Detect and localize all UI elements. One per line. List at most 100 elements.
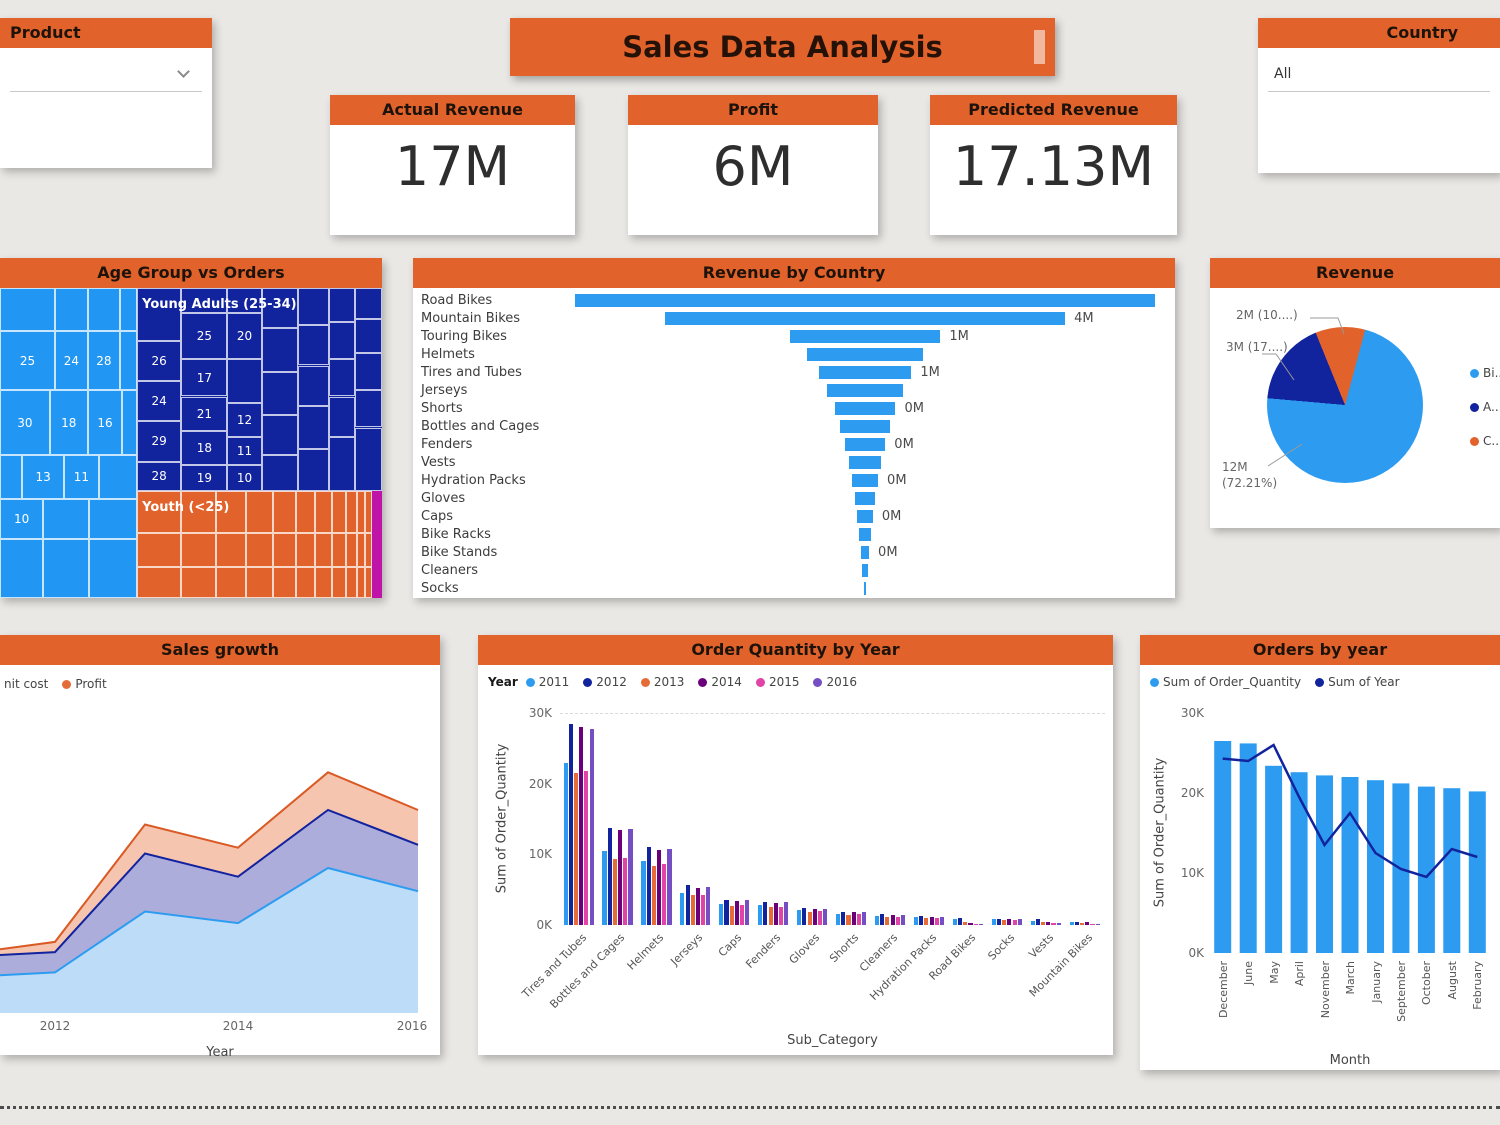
treemap-cell[interactable] xyxy=(328,436,356,492)
treemap-cell[interactable] xyxy=(87,288,120,332)
bar-2013[interactable] xyxy=(885,916,890,925)
bar-January[interactable] xyxy=(1367,780,1384,953)
bar-2014[interactable] xyxy=(657,850,662,925)
treemap-cell[interactable]: 21 xyxy=(181,396,228,431)
treemap-cell[interactable] xyxy=(55,288,88,332)
treemap-cell[interactable] xyxy=(227,288,262,313)
legend-item[interactable]: 2016 xyxy=(813,675,857,689)
funnel-bar[interactable] xyxy=(840,420,890,433)
bar-2011[interactable] xyxy=(797,910,802,925)
legend-item[interactable]: nit cost xyxy=(4,677,48,691)
bar-2014[interactable] xyxy=(851,912,856,925)
treemap-cell[interactable] xyxy=(332,567,346,598)
treemap-cell[interactable] xyxy=(328,288,356,323)
bar-2012[interactable] xyxy=(685,885,690,925)
funnel-bar[interactable] xyxy=(859,528,871,541)
legend-item[interactable]: 2013 xyxy=(640,675,684,689)
treemap-cell[interactable] xyxy=(357,532,365,567)
treemap-cell[interactable] xyxy=(261,371,298,416)
treemap-cell[interactable]: 10 xyxy=(0,498,44,540)
bar-2016[interactable] xyxy=(1095,923,1100,925)
treemap-cell[interactable] xyxy=(355,288,382,319)
treemap-cell[interactable] xyxy=(315,532,333,567)
bar-2012[interactable] xyxy=(763,901,768,925)
bar-2016[interactable] xyxy=(900,915,906,925)
treemap-cell[interactable] xyxy=(315,567,333,598)
treemap-group-adults[interactable] xyxy=(0,288,137,598)
bar-2016[interactable] xyxy=(667,848,672,925)
treemap-cell[interactable] xyxy=(181,532,216,567)
bar-April[interactable] xyxy=(1290,772,1308,953)
bar-2012[interactable] xyxy=(646,847,651,925)
treemap-cell[interactable] xyxy=(246,567,274,598)
legend-item[interactable]: C... xyxy=(1470,434,1500,448)
bar-2015[interactable] xyxy=(1090,923,1095,925)
bar-2013[interactable] xyxy=(1002,920,1007,925)
treemap-cell[interactable] xyxy=(43,539,89,598)
treemap-cell[interactable] xyxy=(89,498,137,540)
treemap-cell[interactable] xyxy=(215,491,247,533)
bar-2012[interactable] xyxy=(880,914,885,925)
treemap-cell[interactable] xyxy=(364,532,373,567)
legend-item[interactable]: Bi... xyxy=(1470,366,1500,380)
bar-2011[interactable] xyxy=(1069,922,1074,925)
treemap-cell[interactable]: 10 xyxy=(227,464,262,492)
bar-2015[interactable] xyxy=(1051,922,1056,925)
funnel-bar[interactable] xyxy=(575,294,1155,307)
bar-2012[interactable] xyxy=(996,918,1002,925)
bar-2014[interactable] xyxy=(812,908,817,925)
legend-item[interactable]: 2015 xyxy=(755,675,799,689)
legend-item[interactable]: 2011 xyxy=(525,675,569,689)
treemap-cell[interactable] xyxy=(0,539,44,598)
bar-2011[interactable] xyxy=(680,893,685,925)
bar-2012[interactable] xyxy=(919,915,924,925)
bar-August[interactable] xyxy=(1443,788,1461,953)
bar-2013[interactable] xyxy=(729,905,734,925)
line-sum-of-year[interactable] xyxy=(1222,743,1478,879)
treemap-cell[interactable]: 11 xyxy=(64,455,99,499)
bar-2013[interactable] xyxy=(690,895,695,925)
bar-2011[interactable] xyxy=(952,918,957,925)
bar-2015[interactable] xyxy=(934,917,939,925)
treemap-cell[interactable] xyxy=(355,390,382,428)
treemap-cell[interactable]: 13 xyxy=(22,455,65,499)
treemap-cell[interactable] xyxy=(181,567,216,598)
product-dropdown[interactable] xyxy=(10,56,202,92)
bar-2011[interactable] xyxy=(758,905,763,925)
treemap-cell[interactable] xyxy=(355,427,382,492)
treemap-cell[interactable] xyxy=(328,359,356,397)
bar-2014[interactable] xyxy=(579,727,584,925)
treemap-cell[interactable]: 24 xyxy=(136,381,182,422)
funnel-bar[interactable] xyxy=(789,330,941,343)
treemap-cell[interactable] xyxy=(122,390,137,456)
bar-2011[interactable] xyxy=(1030,920,1035,925)
bar-2014[interactable] xyxy=(968,922,973,925)
bar-February[interactable] xyxy=(1468,791,1486,953)
legend-item[interactable]: 2014 xyxy=(698,675,742,689)
treemap-cell[interactable] xyxy=(136,491,182,533)
treemap-cell[interactable] xyxy=(357,491,365,533)
bar-2012[interactable] xyxy=(1074,921,1079,925)
bar-2011[interactable] xyxy=(602,850,607,925)
funnel-bar[interactable] xyxy=(827,384,903,397)
treemap-cell[interactable]: 19 xyxy=(181,464,228,492)
bar-2016[interactable] xyxy=(628,828,633,925)
treemap-cell[interactable] xyxy=(215,567,247,598)
legend-item[interactable]: Sum of Year xyxy=(1315,675,1400,689)
treemap-cell[interactable] xyxy=(332,532,346,567)
area-fill[interactable] xyxy=(0,868,418,1013)
treemap-cell[interactable] xyxy=(261,328,298,372)
treemap-cell[interactable] xyxy=(297,449,329,492)
bar-2016[interactable] xyxy=(784,902,789,925)
treemap-cell[interactable]: 20 xyxy=(227,312,262,360)
treemap-cell[interactable] xyxy=(332,491,346,533)
bar-2015[interactable] xyxy=(778,906,784,925)
treemap-cell[interactable] xyxy=(98,455,137,499)
bar-2016[interactable] xyxy=(745,900,750,925)
bar-2015[interactable] xyxy=(740,905,745,925)
bar-2012[interactable] xyxy=(958,917,963,925)
treemap-cell[interactable] xyxy=(364,491,373,533)
bar-2013[interactable] xyxy=(612,859,617,925)
treemap-cell[interactable] xyxy=(261,415,298,456)
treemap-cell[interactable]: 25 xyxy=(181,312,228,360)
